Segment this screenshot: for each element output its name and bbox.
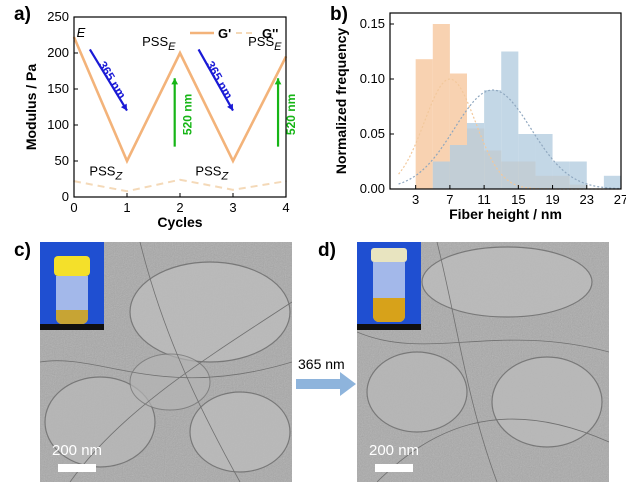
vesicle-2 — [44, 376, 156, 468]
data-point — [179, 52, 181, 54]
x-axis-label: Fiber height / nm — [449, 206, 562, 222]
histogram-bar-blue — [569, 161, 587, 189]
y-tick-label: 200 — [47, 45, 69, 60]
data-point — [232, 189, 234, 191]
series-line-g-double-prime — [73, 178, 287, 193]
micrograph-d-texture — [357, 242, 609, 482]
panel-label-a: a) — [14, 4, 31, 25]
fiber-network — [40, 242, 292, 482]
y-tick-label: 250 — [47, 9, 69, 24]
y-tick-label: 0.10 — [360, 71, 385, 86]
scale-label-c: 200 nm — [52, 442, 103, 459]
x-tick-label: 11 — [477, 192, 491, 207]
vesicle-1 — [129, 261, 291, 363]
micrograph-c: 200 nm — [40, 242, 292, 482]
histogram-bar-blue — [518, 134, 536, 189]
micrograph-c-texture — [40, 242, 292, 482]
y-tick-label: 150 — [47, 81, 69, 96]
light-wavelength-label: 520 nm — [181, 94, 195, 135]
x-tick-label: 15 — [511, 192, 525, 207]
vial-liquid-d — [373, 298, 405, 322]
data-point — [232, 160, 234, 162]
y-tick-label: 0.15 — [360, 16, 385, 31]
plot-frame — [389, 12, 622, 190]
light-wavelength-label: 365 nm — [95, 59, 128, 102]
legend-label-g-double-prime: G'' — [262, 26, 278, 41]
x-tick-label: 2 — [176, 200, 183, 215]
vial-photo-inset-d — [357, 242, 421, 330]
scale-bar-c — [58, 464, 96, 472]
data-point — [179, 178, 181, 181]
light-arrow-shaft — [197, 48, 234, 112]
histogram-bar-blue — [484, 90, 502, 189]
state-label: PSSE — [142, 34, 176, 53]
panel-label-b: b) — [330, 4, 348, 25]
data-point — [126, 160, 128, 162]
micrograph-d: 200 nm — [357, 242, 609, 482]
x-axis-label: Cycles — [157, 214, 202, 230]
vial-cap — [54, 256, 90, 276]
y-axis-label: Normalized frequency — [333, 28, 349, 174]
x-tick-label: 27 — [614, 192, 626, 207]
legend-label-g-prime: G' — [218, 26, 231, 41]
transition-label: 365 nm — [298, 356, 345, 372]
vesicle-3 — [189, 391, 291, 473]
light-arrow-head — [274, 78, 282, 85]
state-label: PSSE — [248, 34, 282, 53]
vial-cap-d — [371, 248, 407, 262]
gaussian-fit-1 — [398, 89, 622, 190]
vesicle-5 — [421, 246, 593, 318]
y-tick-label: 0.00 — [360, 181, 385, 196]
y-tick-label: 0.05 — [360, 126, 385, 141]
histogram-bar-blue — [432, 161, 450, 189]
y-axis-label: Modulus / Pa — [23, 64, 39, 151]
x-tick-label: 19 — [545, 192, 559, 207]
histogram-bar-blue — [535, 134, 553, 189]
data-point — [126, 190, 128, 193]
x-tick-label: 3 — [412, 192, 419, 207]
light-arrow-head — [120, 103, 127, 111]
x-tick-label: 7 — [446, 192, 453, 207]
vesicle-7 — [491, 356, 603, 448]
fiber-network-d — [357, 242, 609, 482]
vesicle-4 — [129, 353, 211, 411]
state-label: E — [77, 25, 86, 40]
vesicle-6 — [366, 351, 468, 433]
light-arrow-shaft — [88, 48, 128, 112]
light-wavelength-label: 365 nm — [203, 59, 235, 102]
state-label: PSSZ — [89, 163, 123, 182]
y-tick-label: 50 — [55, 153, 69, 168]
histogram-bar-orange — [432, 24, 450, 189]
chart-modulus-cycles: 0 1 2 3 4 0 50 100 150 200 250 Cycles Modulus / Pa G'… — [23, 9, 298, 230]
histogram-bar-blue — [449, 145, 467, 189]
histogram-bar-blue — [467, 123, 485, 189]
vial-gel — [56, 310, 88, 324]
y-tick-label: 100 — [47, 117, 69, 132]
x-tick-label: 1 — [123, 200, 130, 215]
light-arrow-head — [227, 103, 233, 111]
scale-bar-d — [375, 464, 413, 472]
histogram-bar-blue — [552, 161, 570, 189]
x-tick-label: 23 — [580, 192, 594, 207]
panel-label-c: c) — [14, 240, 31, 261]
state-label: PSSZ — [195, 163, 229, 182]
histogram-bar-blue — [603, 175, 621, 189]
histogram-bar-orange — [415, 59, 433, 190]
y-tick-label: 0 — [62, 189, 69, 204]
light-arrow-head — [171, 78, 179, 85]
histogram-bar-blue — [501, 51, 519, 189]
scale-label-d: 200 nm — [369, 442, 420, 459]
x-tick-label: 0 — [70, 200, 77, 215]
x-tick-label: 4 — [282, 200, 289, 215]
x-tick-label: 3 — [229, 200, 236, 215]
panel-label-d: d) — [318, 240, 336, 261]
transition-arrow — [296, 372, 356, 396]
light-wavelength-label: 520 nm — [284, 94, 298, 135]
chart-fiber-height-histogram: 3 7 11 15 19 23 27 0.00 0.05 0.10 0.15 Fiber height… — [333, 12, 626, 222]
vial-photo-inset-c — [40, 242, 104, 330]
